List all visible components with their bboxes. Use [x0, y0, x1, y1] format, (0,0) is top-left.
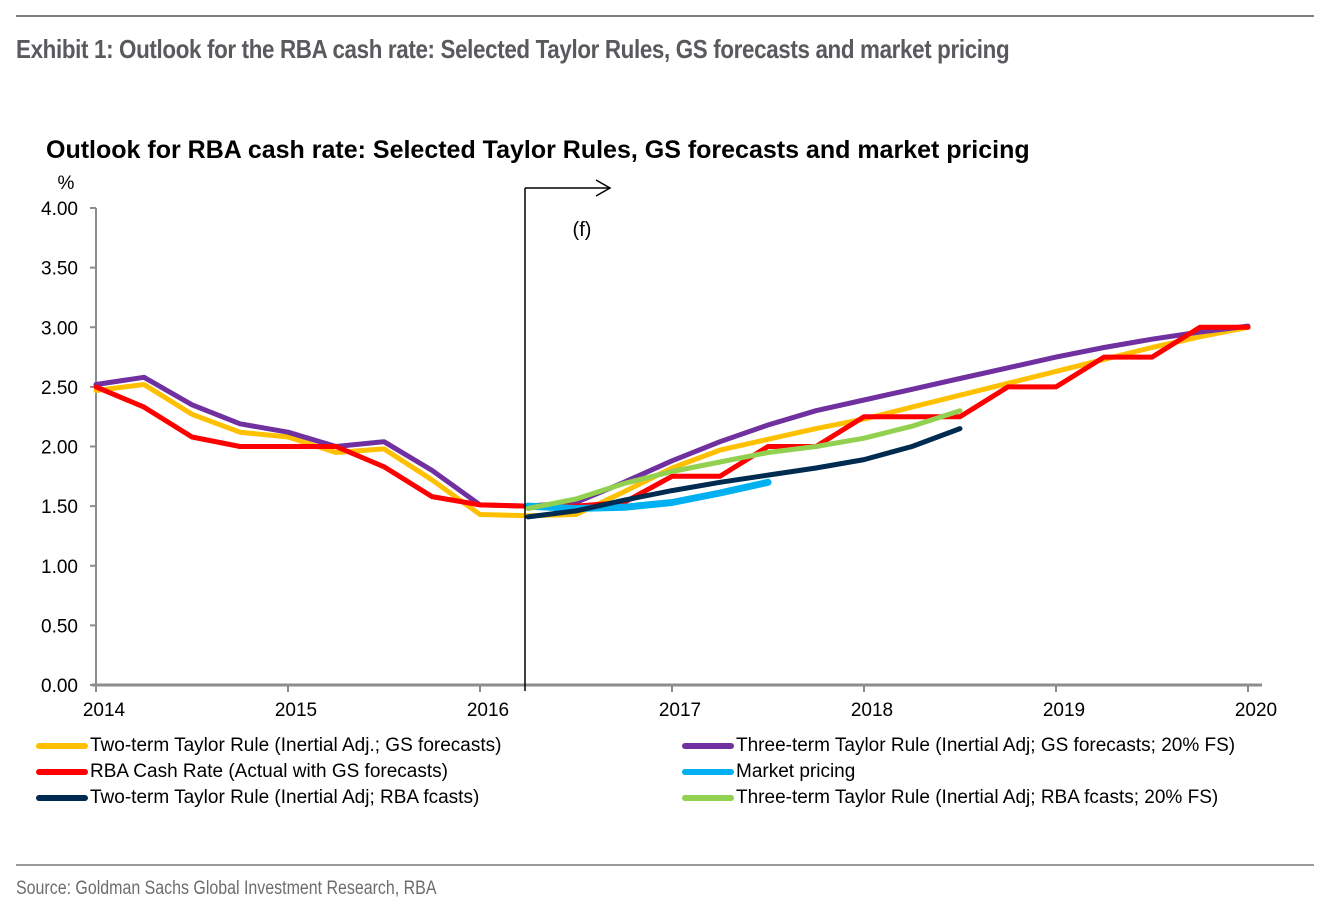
y-tick-label: 4.00 [41, 199, 78, 220]
y-tick-label: 0.00 [41, 676, 78, 697]
x-tick-label: 2020 [1235, 700, 1277, 721]
series-0 [93, 324, 1251, 519]
legend: Two-term Taylor Rule (Inertial Adj.; GS … [36, 733, 1326, 813]
y-tick-label: 1.50 [41, 497, 78, 518]
legend-label: Three-term Taylor Rule (Inertial Adj; RB… [736, 787, 1219, 808]
legend-item: Three-term Taylor Rule (Inertial Adj; GS… [682, 733, 1235, 759]
series-line [93, 323, 1251, 509]
series-line [93, 324, 1251, 519]
y-tick-label: 3.50 [41, 259, 78, 280]
legend-label: Two-term Taylor Rule (Inertial Adj.; GS … [90, 735, 502, 756]
legend-item: Market pricing [682, 759, 855, 785]
series-2 [93, 324, 1251, 509]
y-tick-label: 2.00 [41, 438, 78, 459]
y-tick-label: 2.50 [41, 378, 78, 399]
legend-item: Three-term Taylor Rule (Inertial Adj; RB… [682, 785, 1218, 811]
series-line [93, 324, 1251, 509]
series-line [525, 426, 963, 520]
y-axis-label: % [58, 173, 75, 194]
x-tick-label: 2016 [467, 700, 509, 721]
top-rule [16, 15, 1314, 17]
y-tick-label: 1.00 [41, 557, 78, 578]
series-3 [524, 478, 772, 512]
x-tick-label: 2018 [851, 700, 893, 721]
exhibit-title: Exhibit 1: Outlook for the RBA cash rate… [16, 34, 1010, 64]
y-tick-label: 0.50 [41, 616, 78, 637]
legend-swatch [682, 795, 734, 801]
legend-swatch [36, 795, 88, 801]
x-tick-label: 2015 [275, 700, 317, 721]
forecast-label: (f) [573, 219, 592, 241]
forecast-annotation: (f) [524, 179, 612, 691]
series-1 [93, 323, 1251, 509]
x-tick-label: 2014 [83, 700, 126, 721]
legend-swatch [36, 743, 88, 749]
source-note: Source: Goldman Sachs Global Investment … [16, 878, 437, 899]
series-line [524, 478, 772, 512]
series-layer [93, 323, 1251, 520]
legend-label: Three-term Taylor Rule (Inertial Adj; GS… [736, 735, 1236, 756]
axes: 0.00 0.50 1.00 1.50 2.00 2.50 3.00 3.50 4.00 2014… [41, 199, 1277, 721]
legend-item: RBA Cash Rate (Actual with GS forecasts) [36, 759, 448, 785]
arrow-right-icon [595, 179, 612, 197]
x-tick-label: 2017 [659, 700, 701, 721]
y-tick-label: 3.00 [41, 318, 78, 339]
legend-item: Two-term Taylor Rule (Inertial Adj; RBA … [36, 785, 479, 811]
chart-title: Outlook for RBA cash rate: Selected Tayl… [46, 136, 1030, 164]
legend-label: Market pricing [736, 761, 856, 782]
legend-swatch [682, 743, 734, 749]
series-5 [525, 408, 963, 511]
x-tick-label: 2019 [1043, 700, 1085, 721]
legend-swatch [682, 769, 734, 775]
series-4 [525, 426, 963, 520]
series-line [525, 408, 963, 511]
legend-label: RBA Cash Rate (Actual with GS forecasts) [90, 761, 448, 782]
legend-swatch [36, 769, 88, 775]
legend-item: Two-term Taylor Rule (Inertial Adj.; GS … [36, 733, 501, 759]
bottom-rule [16, 864, 1314, 866]
legend-label: Two-term Taylor Rule (Inertial Adj; RBA … [90, 787, 480, 808]
